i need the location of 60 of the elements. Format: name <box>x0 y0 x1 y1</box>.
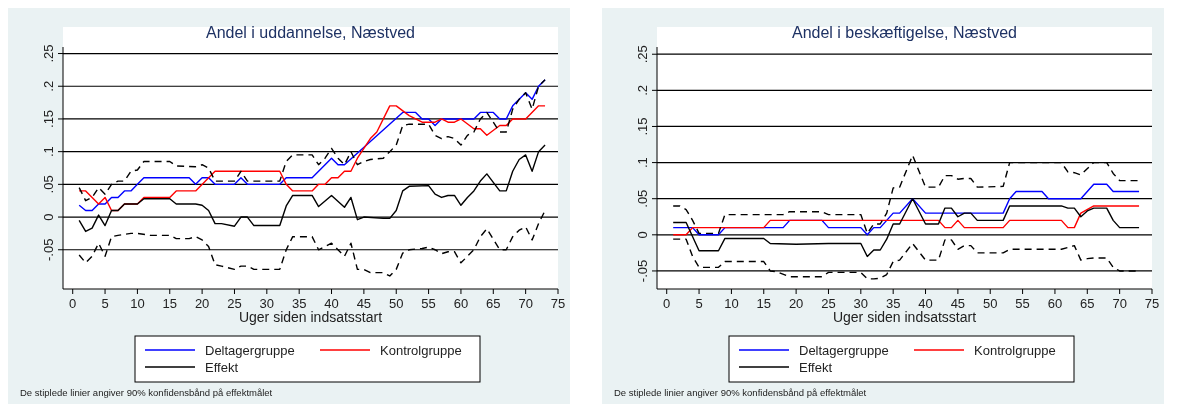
x-tick-label: 70 <box>1112 296 1127 311</box>
x-tick-label: 25 <box>227 296 242 311</box>
x-tick-label: 30 <box>853 296 869 311</box>
x-tick-label: 55 <box>421 296 436 311</box>
y-tick-label: 0 <box>41 213 56 221</box>
x-tick-label: 40 <box>324 296 339 311</box>
text: De stiplede linier angiver 90% konfidensbånd på effektmålet <box>614 387 867 398</box>
x-tick-label: 60 <box>1047 296 1063 311</box>
y-tick-label: .1 <box>41 146 56 158</box>
x-tick-label: 65 <box>1080 296 1095 311</box>
x-tick-label: 35 <box>885 296 901 311</box>
line-series <box>672 205 1140 236</box>
x-axis-title: Uger siden indsatsstart <box>832 309 977 325</box>
x-tick-label: 5 <box>101 296 109 311</box>
x-tick-label: 20 <box>788 296 804 311</box>
x-tick-label: 75 <box>1144 296 1160 311</box>
y-tick-label: .05 <box>635 189 650 208</box>
x-tick-label: 5 <box>695 296 703 311</box>
y-tick-label: 0 <box>635 231 650 239</box>
legend-label: Effekt <box>799 360 833 375</box>
legend-label: Deltagergruppe <box>799 343 889 358</box>
text: De stiplede linier angiver 90% konfidensbånd på effektmålet <box>20 387 273 398</box>
x-tick-label: 30 <box>259 296 275 311</box>
line-series <box>78 105 546 212</box>
x-tick-label: 15 <box>756 296 771 311</box>
x-tick-label: 0 <box>663 296 671 311</box>
y-tick-label: .2 <box>635 84 650 96</box>
x-tick-label: 55 <box>1015 296 1030 311</box>
x-tick-label: 60 <box>453 296 469 311</box>
y-tick-label: .15 <box>635 117 650 136</box>
y-tick-label: .1 <box>635 157 650 168</box>
chart-title: Andel i beskæftigelse, Næstved <box>792 24 1017 41</box>
chart-title: Andel i uddannelse, Næstved <box>205 24 416 41</box>
y-tick-label: -.05 <box>41 238 56 261</box>
x-tick-label: 75 <box>550 296 566 311</box>
y-tick-label: -.05 <box>635 259 650 283</box>
y-tick-label: .25 <box>41 44 56 63</box>
legend-label: Kontrolgruppe <box>974 343 1056 358</box>
legend-label: Kontrolgruppe <box>380 343 462 358</box>
legend-label: Effekt <box>205 360 239 375</box>
x-tick-label: 40 <box>918 296 933 311</box>
y-tick-label: .2 <box>41 80 56 92</box>
x-tick-label: 50 <box>389 296 404 311</box>
y-tick-label: .05 <box>41 175 56 194</box>
x-tick-label: 20 <box>194 296 210 311</box>
x-tick-label: 35 <box>291 296 307 311</box>
y-tick-label: .15 <box>41 109 56 128</box>
legend-label: Deltagergruppe <box>205 343 295 358</box>
x-tick-label: 50 <box>983 296 998 311</box>
x-axis-title: Uger siden indsatsstart <box>238 309 383 325</box>
x-tick-label: 10 <box>130 296 145 311</box>
x-tick-label: 15 <box>162 296 177 311</box>
x-tick-label: 0 <box>69 296 77 311</box>
x-tick-label: 10 <box>724 296 739 311</box>
x-tick-label: 45 <box>356 296 372 311</box>
x-tick-label: 70 <box>518 296 533 311</box>
x-tick-label: 45 <box>950 296 966 311</box>
x-tick-label: 25 <box>821 296 836 311</box>
y-tick-label: .25 <box>635 45 650 64</box>
x-tick-label: 65 <box>486 296 501 311</box>
